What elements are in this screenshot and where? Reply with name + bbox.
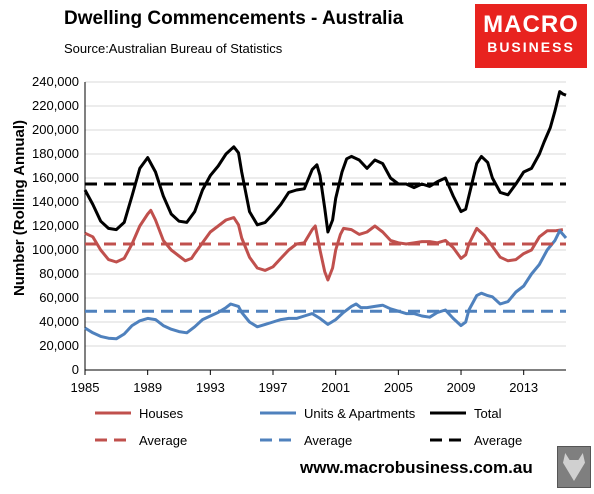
y-tick-label: 100,000: [32, 242, 79, 257]
y-tick-label: 40,000: [39, 314, 79, 329]
x-tick-label: 2013: [509, 380, 538, 395]
legend-label: Average: [139, 433, 187, 448]
x-tick-label: 2005: [384, 380, 413, 395]
x-tick-label: 2009: [447, 380, 476, 395]
x-tick-label: 1997: [259, 380, 288, 395]
series-layer: [83, 90, 568, 341]
y-tick-label: 0: [72, 362, 79, 377]
y-axis-label: Number (Rolling Annual): [11, 120, 28, 296]
x-tick-label: 1989: [133, 380, 162, 395]
y-tick-label: 200,000: [32, 122, 79, 137]
series-line-2: [83, 90, 567, 234]
y-tick-label: 180,000: [32, 146, 79, 161]
legend-label: Total: [474, 406, 502, 421]
y-tick-label: 160,000: [32, 170, 79, 185]
y-tick-label: 140,000: [32, 194, 79, 209]
x-tick-label: 1985: [71, 380, 100, 395]
macro-business-logo: MACRO BUSINESS: [475, 4, 587, 68]
chart-title: Dwelling Commencements - Australia: [64, 8, 404, 29]
legend-label: Houses: [139, 406, 184, 421]
legend-label: Units & Apartments: [304, 406, 416, 421]
axis-layer: 0 20,000 40,000 60,000 80,000 100,000 120,000 1…: [32, 74, 566, 395]
legend-layer: Houses Units & Apartments Total Average Aver…: [95, 406, 522, 448]
y-tick-label: 20,000: [39, 338, 79, 353]
x-tick-label: 1993: [196, 380, 225, 395]
y-tick-label: 80,000: [39, 266, 79, 281]
series-line-1: [84, 229, 568, 341]
legend-label: Average: [474, 433, 522, 448]
y-tick-label: 240,000: [32, 74, 79, 89]
legend-label: Average: [304, 433, 352, 448]
y-tick-label: 220,000: [32, 98, 79, 113]
y-tick-label: 120,000: [32, 218, 79, 233]
source-note: Source:Australian Bureau of Statistics: [64, 41, 283, 56]
wolf-logo-icon: [557, 446, 591, 488]
x-tick-label: 2001: [321, 380, 350, 395]
logo-line-2: BUSINESS: [487, 39, 575, 55]
y-tick-label: 60,000: [39, 290, 79, 305]
logo-line-1: MACRO: [483, 11, 579, 38]
footer-url: www.macrobusiness.com.au: [300, 458, 533, 477]
